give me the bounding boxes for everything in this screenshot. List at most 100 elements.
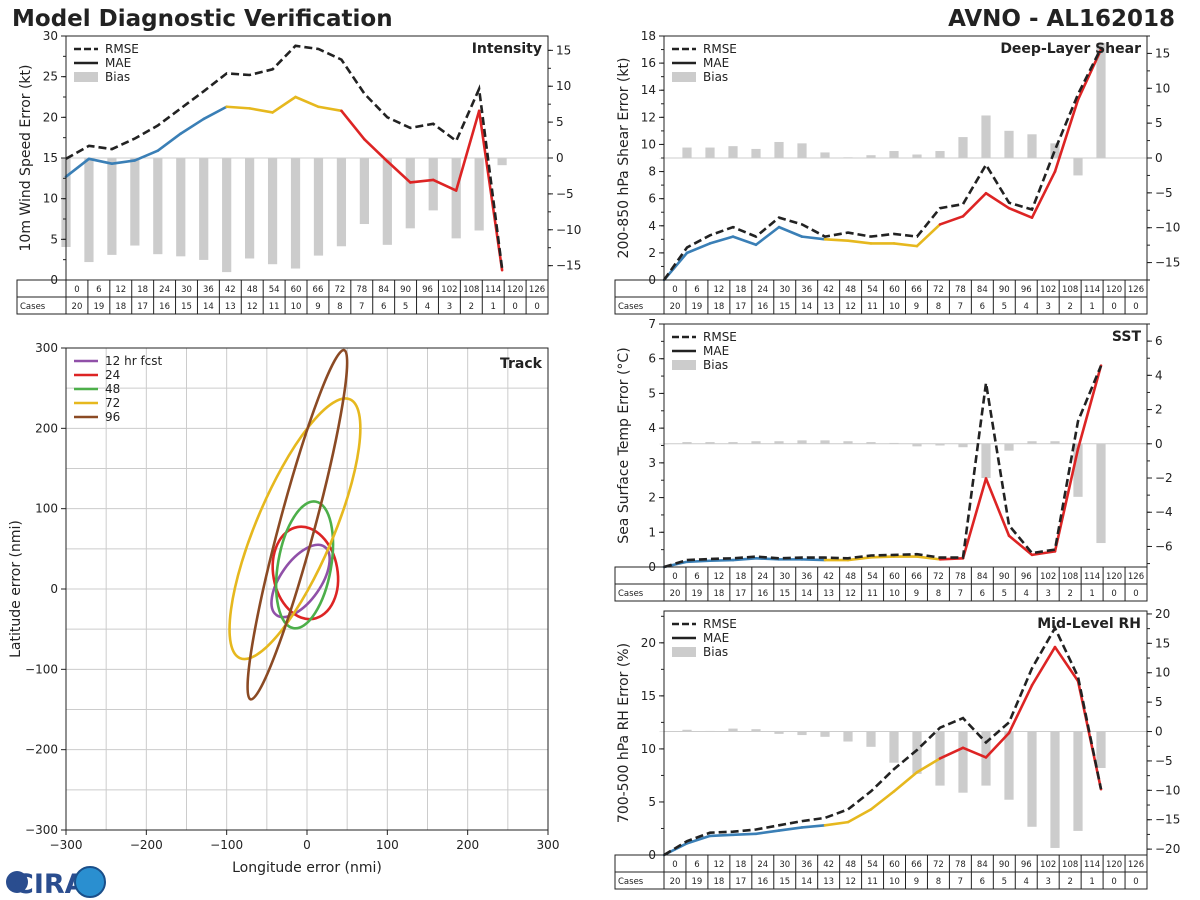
rh-mae-segment <box>984 731 1011 759</box>
shear-mae-segment <box>777 225 804 238</box>
shear-mae-segment <box>961 191 988 218</box>
sst-mae-segment <box>1007 534 1034 557</box>
intensity-bias-bar <box>405 158 415 229</box>
rh-y2-tick-label: 20 <box>1155 607 1170 621</box>
intensity-cases-hour: 30 <box>181 285 192 295</box>
shear-cases-count: 12 <box>845 302 856 312</box>
intensity-y2-tick-label: 10 <box>556 79 571 93</box>
intensity-cases-hour: 72 <box>334 285 345 295</box>
sst-bias-bar <box>1073 443 1083 497</box>
intensity-cases-hour: 54 <box>269 285 280 295</box>
rh-cases-hour: 36 <box>801 860 812 870</box>
shear-bias-bar <box>889 151 899 158</box>
intensity-cases-count: 19 <box>93 302 104 312</box>
sst-cases-count: 18 <box>713 589 724 599</box>
sst-mae-segment <box>869 555 896 559</box>
shear-cases-count: 8 <box>936 302 941 312</box>
intensity-cases-hour: 42 <box>225 285 236 295</box>
shear-y2-tick-label: 5 <box>1155 116 1163 130</box>
rh-cases-count: 10 <box>889 877 900 887</box>
shear-y2-tick-label: −10 <box>1155 221 1180 235</box>
intensity-bias-bar <box>84 158 94 263</box>
shear-cases-hour: 36 <box>801 285 812 295</box>
shear-y2-tick-label: −5 <box>1155 186 1173 200</box>
sst-cases-count: 1 <box>1089 589 1094 599</box>
rh-y2-tick-label: 0 <box>1155 725 1163 739</box>
rh-cases-hour: 48 <box>845 860 856 870</box>
shear-bias-bar <box>866 155 876 158</box>
sst-y2-tick-label: −6 <box>1155 539 1173 553</box>
sst-mae-segment <box>961 477 988 560</box>
shear-bias-bar <box>1050 143 1060 158</box>
sst-bias-bar <box>866 442 876 444</box>
sst-y-tick-label: 6 <box>648 352 656 366</box>
rh-y2-tick-label: −10 <box>1155 783 1180 797</box>
intensity-rmse-line <box>65 44 504 269</box>
rh-cases-hour: 18 <box>735 860 746 870</box>
shear-y-tick-label: 6 <box>648 192 656 206</box>
rh-cases-count: 12 <box>845 877 856 887</box>
rh-cases-count: 15 <box>779 877 790 887</box>
rh-cases-hour: 114 <box>1084 860 1100 870</box>
rh-mae-segment <box>1030 645 1057 687</box>
intensity-cases-label: Cases <box>20 302 46 312</box>
track-legend-label: 48 <box>105 382 120 396</box>
rh-cases-hour: 102 <box>1040 860 1056 870</box>
shear-mae-segment <box>1007 206 1034 219</box>
rh-y-tick-label: 15 <box>641 689 656 703</box>
intensity-mae-segment <box>340 109 366 141</box>
shear-cases-count: 19 <box>692 302 703 312</box>
shear-mae-segment <box>984 191 1011 210</box>
shear-cases-hour: 126 <box>1128 285 1144 295</box>
cira-logo-seal-ring <box>74 866 106 898</box>
shear-bias-bar <box>797 143 807 158</box>
shear-cases-count: 4 <box>1024 302 1029 312</box>
rh-cases-hour: 66 <box>911 860 922 870</box>
shear-mae-segment <box>1030 170 1057 219</box>
sst-bias-bar <box>1027 441 1037 444</box>
intensity-cases-count: 7 <box>359 302 364 312</box>
rh-legend-label: RMSE <box>703 617 737 631</box>
track-y-tick-label: 100 <box>35 502 58 516</box>
sst-cases-hour: 6 <box>694 572 699 582</box>
intensity-y-tick-label: 20 <box>43 110 58 124</box>
shear-cases-hour: 78 <box>955 285 966 295</box>
sst-bias-bar <box>981 443 991 479</box>
track-ellipse-red <box>271 525 340 621</box>
intensity-cases-count: 18 <box>115 302 126 312</box>
cira-logo: CIRA <box>6 866 106 900</box>
rh-mae-segment <box>777 826 804 832</box>
rh-mae-segment <box>1076 679 1103 791</box>
rh-bias-bar <box>958 731 968 793</box>
rh-cases-count: 9 <box>914 877 919 887</box>
rh-cases-count: 3 <box>1045 877 1050 887</box>
intensity-cases-count: 14 <box>203 302 214 312</box>
intensity-cases-count: 9 <box>315 302 320 312</box>
sst-rmse-line <box>663 365 1103 569</box>
shear-y-tick-label: 8 <box>648 165 656 179</box>
intensity-cases-count: 10 <box>291 302 302 312</box>
intensity-cases-hour: 36 <box>203 285 214 295</box>
intensity-title: Intensity <box>472 41 542 57</box>
intensity-mae-segment <box>454 109 481 192</box>
intensity-bias-bar <box>474 158 484 231</box>
rh-y2-tick-label: −15 <box>1155 813 1180 827</box>
sst-cases-hour: 48 <box>845 572 856 582</box>
rh-mae-segment <box>915 757 942 774</box>
shear-rmse-line <box>662 47 1103 281</box>
intensity-cases-hour: 60 <box>291 285 302 295</box>
shear-cases-hour: 114 <box>1084 285 1100 295</box>
shear-bias-bar <box>843 157 853 158</box>
shear-cases-label: Cases <box>618 302 644 312</box>
sst-cases-count: 12 <box>845 589 856 599</box>
rh-cases-count: 2 <box>1067 877 1072 887</box>
sst-y2-tick-label: 6 <box>1155 334 1163 348</box>
track-x-tick-label: −100 <box>210 838 243 852</box>
intensity-bias-bar <box>313 158 324 256</box>
intensity-mae-segment <box>110 159 137 165</box>
sst-mae-segment <box>685 559 712 564</box>
rh-cases-hour: 42 <box>823 860 834 870</box>
intensity-cases-hour: 96 <box>422 285 433 295</box>
sst-ylabel: Sea Surface Temp Error (°C) <box>616 347 632 543</box>
cira-logo-text: CIRA <box>14 869 86 900</box>
